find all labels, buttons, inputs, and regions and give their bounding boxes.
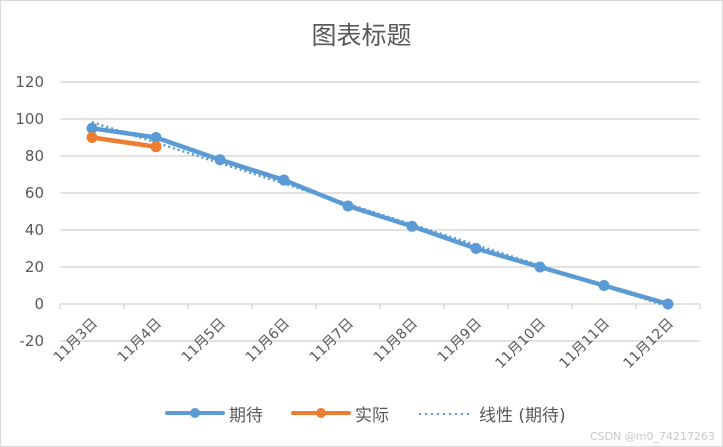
legend: 期待 实际 线性 (期待) [165, 401, 588, 426]
legend-item-actual[interactable]: 实际 [291, 401, 389, 426]
data-point-marker[interactable] [662, 298, 674, 310]
series-line [89, 135, 159, 149]
data-point-marker[interactable] [406, 220, 418, 232]
data-point-marker[interactable] [470, 243, 482, 254]
y-tick-label: 80 [25, 147, 44, 165]
watermark: CSDN @m0_74217263 [589, 430, 715, 443]
data-point-marker[interactable] [214, 154, 226, 166]
data-point-marker[interactable] [534, 261, 546, 273]
legend-item-trendline[interactable]: 线性 (期待) [415, 401, 566, 426]
data-point-marker[interactable] [278, 174, 290, 186]
x-tick-label: 11月11日 [557, 316, 613, 372]
data-point-marker[interactable] [150, 132, 162, 143]
y-tick-label: 120 [15, 73, 44, 91]
y-tick-label: 0 [34, 295, 44, 313]
data-point-marker[interactable] [86, 132, 98, 143]
series-actual[interactable] [86, 132, 162, 153]
dotted-line-icon [415, 406, 475, 420]
data-point-marker[interactable] [150, 141, 162, 153]
data-point-marker[interactable] [598, 280, 610, 291]
x-tick-label: 11月10日 [493, 316, 549, 372]
y-tick-label: 20 [25, 258, 44, 276]
y-tick-label: -20 [20, 332, 45, 350]
legend-label: 线性 (期待) [479, 405, 566, 426]
data-point-marker[interactable] [342, 200, 354, 212]
series-expected[interactable] [86, 122, 674, 310]
legend-item-expected[interactable]: 期待 [165, 401, 263, 426]
legend-label: 期待 [229, 405, 263, 426]
line-marker-icon [291, 406, 351, 420]
y-tick-label: 40 [25, 221, 44, 239]
x-tick-label: 11月12日 [621, 316, 677, 372]
data-point-marker[interactable] [86, 122, 98, 134]
series-line [89, 126, 671, 307]
trendline [91, 120, 669, 308]
y-tick-label: 60 [25, 184, 44, 202]
line-marker-icon [165, 406, 225, 420]
legend-label: 实际 [355, 405, 389, 426]
chart-title: 图表标题 [311, 21, 412, 50]
y-tick-label: 100 [15, 110, 44, 128]
